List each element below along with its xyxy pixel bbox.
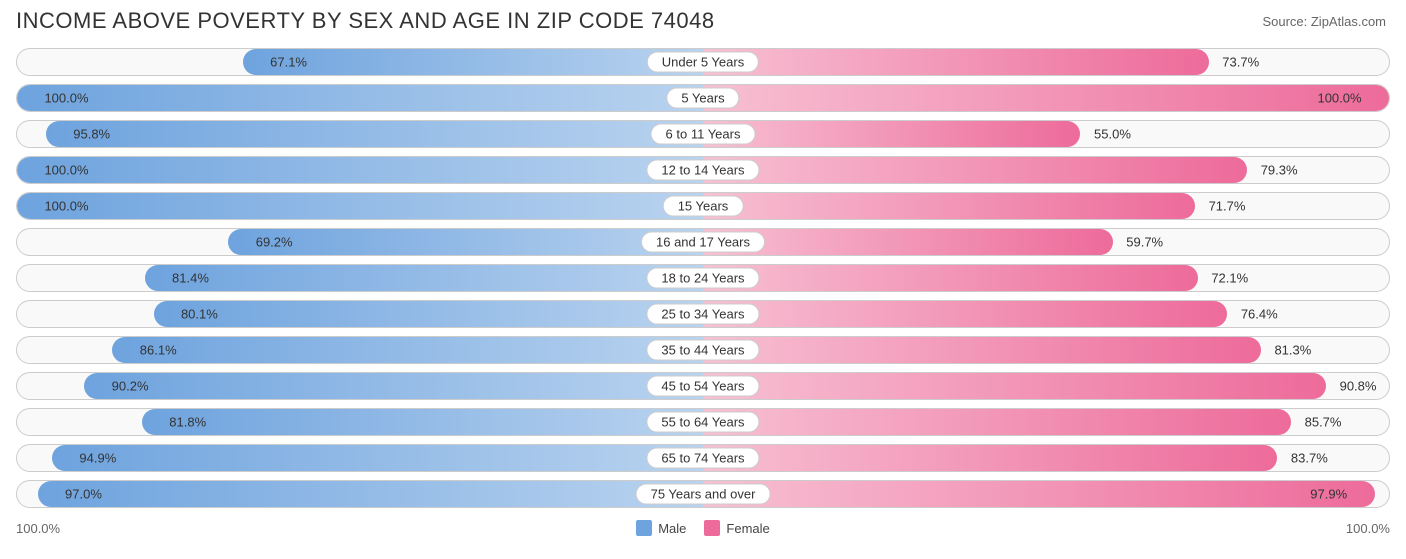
female-bar	[703, 445, 1277, 471]
female-bar	[703, 337, 1261, 363]
male-bar	[228, 229, 703, 255]
female-bar	[703, 265, 1198, 291]
female-value: 72.1%	[1211, 271, 1248, 286]
category-label: 65 to 74 Years	[646, 448, 759, 469]
female-value: 100.0%	[1317, 91, 1361, 106]
category-label: 12 to 14 Years	[646, 160, 759, 181]
male-value: 80.1%	[181, 307, 218, 322]
male-bar	[46, 121, 703, 147]
chart-row: 81.4% 72.1% 18 to 24 Years	[16, 264, 1390, 292]
male-value: 94.9%	[79, 451, 116, 466]
chart-row: 100.0% 71.7% 15 Years	[16, 192, 1390, 220]
male-bar	[112, 337, 703, 363]
male-value: 90.2%	[112, 379, 149, 394]
category-label: 25 to 34 Years	[646, 304, 759, 325]
chart-title: INCOME ABOVE POVERTY BY SEX AND AGE IN Z…	[16, 8, 715, 34]
male-value: 69.2%	[256, 235, 293, 250]
female-value: 73.7%	[1222, 55, 1259, 70]
category-label: Under 5 Years	[647, 52, 759, 73]
male-bar	[38, 481, 703, 507]
male-value: 100.0%	[44, 91, 88, 106]
category-label: 75 Years and over	[636, 484, 771, 505]
legend-item-female: Female	[704, 520, 769, 536]
female-bar	[703, 157, 1247, 183]
male-value: 100.0%	[44, 163, 88, 178]
category-label: 18 to 24 Years	[646, 268, 759, 289]
chart-row: 94.9% 83.7% 65 to 74 Years	[16, 444, 1390, 472]
female-bar	[703, 85, 1389, 111]
female-bar	[703, 373, 1326, 399]
legend-male-label: Male	[658, 521, 686, 536]
female-bar	[703, 481, 1375, 507]
female-value: 83.7%	[1291, 451, 1328, 466]
chart-row: 100.0% 79.3% 12 to 14 Years	[16, 156, 1390, 184]
category-label: 35 to 44 Years	[646, 340, 759, 361]
female-value: 59.7%	[1126, 235, 1163, 250]
male-bar	[84, 373, 703, 399]
category-label: 45 to 54 Years	[646, 376, 759, 397]
male-value: 100.0%	[44, 199, 88, 214]
category-label: 55 to 64 Years	[646, 412, 759, 433]
female-value: 76.4%	[1241, 307, 1278, 322]
female-value: 90.8%	[1340, 379, 1377, 394]
axis-right-label: 100.0%	[1346, 521, 1390, 536]
chart-row: 67.1% 73.7% Under 5 Years	[16, 48, 1390, 76]
female-value: 71.7%	[1209, 199, 1246, 214]
chart-area: 67.1% 73.7% Under 5 Years 100.0% 100.0% 5 Yea…	[0, 48, 1406, 508]
category-label: 15 Years	[663, 196, 744, 217]
female-bar	[703, 121, 1080, 147]
chart-row: 86.1% 81.3% 35 to 44 Years	[16, 336, 1390, 364]
female-bar	[703, 193, 1195, 219]
category-label: 6 to 11 Years	[651, 124, 756, 145]
male-swatch	[636, 520, 652, 536]
male-bar	[142, 409, 703, 435]
chart-row: 100.0% 100.0% 5 Years	[16, 84, 1390, 112]
male-value: 67.1%	[270, 55, 307, 70]
male-bar	[17, 85, 703, 111]
chart-row: 81.8% 85.7% 55 to 64 Years	[16, 408, 1390, 436]
source-attribution: Source: ZipAtlas.com	[1262, 14, 1386, 29]
female-value: 97.9%	[1310, 487, 1347, 502]
chart-row: 97.0% 97.9% 75 Years and over	[16, 480, 1390, 508]
male-value: 95.8%	[73, 127, 110, 142]
axis-left-label: 100.0%	[16, 521, 60, 536]
male-bar	[154, 301, 703, 327]
female-value: 79.3%	[1261, 163, 1298, 178]
female-value: 55.0%	[1094, 127, 1131, 142]
legend-item-male: Male	[636, 520, 686, 536]
male-bar	[17, 157, 703, 183]
male-bar	[145, 265, 703, 291]
female-value: 81.3%	[1274, 343, 1311, 358]
chart-row: 95.8% 55.0% 6 to 11 Years	[16, 120, 1390, 148]
male-bar	[17, 193, 703, 219]
male-bar	[243, 49, 703, 75]
chart-row: 69.2% 59.7% 16 and 17 Years	[16, 228, 1390, 256]
female-bar	[703, 301, 1227, 327]
female-swatch	[704, 520, 720, 536]
female-value: 85.7%	[1305, 415, 1342, 430]
female-bar	[703, 409, 1291, 435]
category-label: 5 Years	[666, 88, 739, 109]
chart-row: 80.1% 76.4% 25 to 34 Years	[16, 300, 1390, 328]
female-bar	[703, 49, 1209, 75]
male-value: 86.1%	[140, 343, 177, 358]
male-value: 97.0%	[65, 487, 102, 502]
category-label: 16 and 17 Years	[641, 232, 765, 253]
legend: Male Female	[636, 520, 770, 536]
chart-row: 90.2% 90.8% 45 to 54 Years	[16, 372, 1390, 400]
male-value: 81.4%	[172, 271, 209, 286]
male-bar	[52, 445, 703, 471]
male-value: 81.8%	[169, 415, 206, 430]
legend-female-label: Female	[726, 521, 769, 536]
